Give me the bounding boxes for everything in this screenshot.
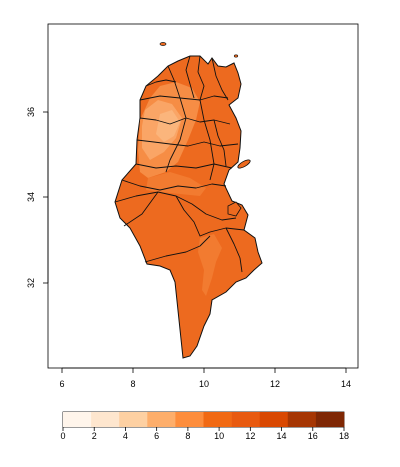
x-axis: 6 8 10 12 14 xyxy=(59,367,351,389)
legend-tick-label: 0 xyxy=(60,431,65,441)
legend-swatch xyxy=(147,412,176,427)
legend-swatch xyxy=(231,412,260,427)
legend-tick-label: 8 xyxy=(185,431,190,441)
governorate-border xyxy=(213,119,227,167)
governorate-border xyxy=(144,235,211,263)
governorate-border xyxy=(225,227,243,273)
y-tick-label: 32 xyxy=(26,278,36,288)
governorate-border xyxy=(139,95,229,101)
djerba-island xyxy=(227,201,242,217)
legend-swatch xyxy=(91,412,120,427)
x-tick-label: 6 xyxy=(59,379,64,389)
zembra-island xyxy=(233,54,239,58)
governorate-border xyxy=(123,191,159,227)
legend-ticks: 0 2 4 6 8 10 12 14 16 18 xyxy=(60,427,349,441)
x-tick-label: 14 xyxy=(341,379,351,389)
tunisia-map xyxy=(114,55,263,359)
governorate-border xyxy=(185,55,195,99)
legend-tick-label: 10 xyxy=(214,431,224,441)
legend-tick-label: 14 xyxy=(277,431,287,441)
legend-tick-label: 12 xyxy=(245,431,255,441)
legend-tick-label: 18 xyxy=(339,431,349,441)
kerkennah-island xyxy=(237,159,251,169)
region-pale-core xyxy=(156,110,180,142)
legend-swatch xyxy=(203,412,232,427)
y-axis: 32 34 36 xyxy=(26,107,49,288)
legend-swatch xyxy=(259,412,289,427)
y-tick-label: 36 xyxy=(26,107,36,117)
x-tick-label: 12 xyxy=(270,379,280,389)
legend-tick-label: 4 xyxy=(123,431,128,441)
y-tick-label: 34 xyxy=(26,192,36,202)
legend-tick-label: 2 xyxy=(92,431,97,441)
legend-tick-label: 6 xyxy=(154,431,159,441)
legend-swatch xyxy=(287,412,317,427)
governorate-border xyxy=(121,179,227,191)
governorate-border xyxy=(145,79,177,87)
legend-swatch xyxy=(119,412,148,427)
x-tick-label: 10 xyxy=(199,379,209,389)
color-legend: 0 2 4 6 8 10 12 14 16 18 xyxy=(60,411,349,441)
governorate-border xyxy=(135,163,233,169)
legend-swatch xyxy=(315,412,345,427)
region-light-south xyxy=(198,234,222,296)
legend-swatch xyxy=(175,412,204,427)
governorate-border xyxy=(211,57,229,101)
governorate-border xyxy=(136,139,239,147)
x-tick-label: 8 xyxy=(130,379,135,389)
galite-island xyxy=(159,42,167,46)
legend-swatches xyxy=(63,412,345,427)
legend-tick-label: 16 xyxy=(308,431,318,441)
legend-swatch xyxy=(63,412,92,427)
governorate-border xyxy=(197,55,215,181)
governorate-border xyxy=(114,191,237,221)
